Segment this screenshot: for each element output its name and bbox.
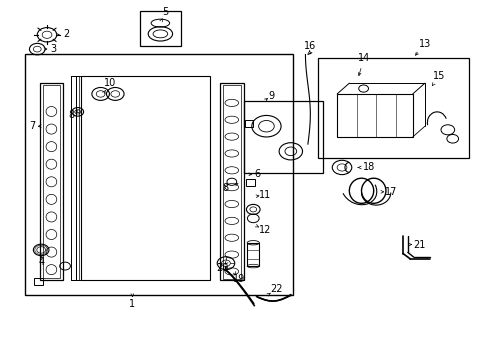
Text: 22: 22: [269, 284, 282, 294]
Text: 6: 6: [254, 169, 260, 179]
Text: 2: 2: [63, 29, 69, 39]
Bar: [317, 58, 468, 158]
Bar: [34, 278, 42, 285]
Text: 12: 12: [258, 225, 271, 235]
Bar: [71, 76, 76, 280]
Bar: [245, 179, 254, 186]
Text: 17: 17: [384, 187, 396, 197]
Bar: [40, 83, 63, 280]
Text: 11: 11: [258, 190, 270, 200]
Text: 8: 8: [222, 183, 227, 193]
Text: 16: 16: [304, 41, 316, 50]
Text: 15: 15: [432, 71, 445, 81]
Bar: [244, 101, 322, 173]
Text: 18: 18: [362, 162, 374, 172]
Bar: [220, 83, 243, 280]
Text: 13: 13: [418, 39, 430, 49]
Bar: [25, 54, 293, 295]
Text: 4: 4: [38, 257, 44, 267]
Bar: [42, 85, 60, 278]
Bar: [140, 12, 181, 45]
Text: 8: 8: [68, 111, 74, 121]
Bar: [222, 85, 241, 279]
Text: 21: 21: [412, 239, 425, 249]
Text: 14: 14: [357, 53, 369, 63]
Bar: [81, 76, 210, 280]
Text: 7: 7: [29, 121, 36, 131]
Bar: [76, 76, 79, 280]
Text: 19: 19: [232, 274, 244, 284]
Text: 20: 20: [216, 263, 228, 273]
Text: 9: 9: [268, 91, 274, 101]
Bar: [336, 94, 412, 137]
Text: 3: 3: [50, 44, 56, 54]
Bar: [244, 120, 253, 127]
Text: 5: 5: [162, 7, 168, 17]
Text: 1: 1: [129, 299, 135, 309]
Bar: [246, 243, 259, 266]
Text: 10: 10: [104, 78, 116, 88]
